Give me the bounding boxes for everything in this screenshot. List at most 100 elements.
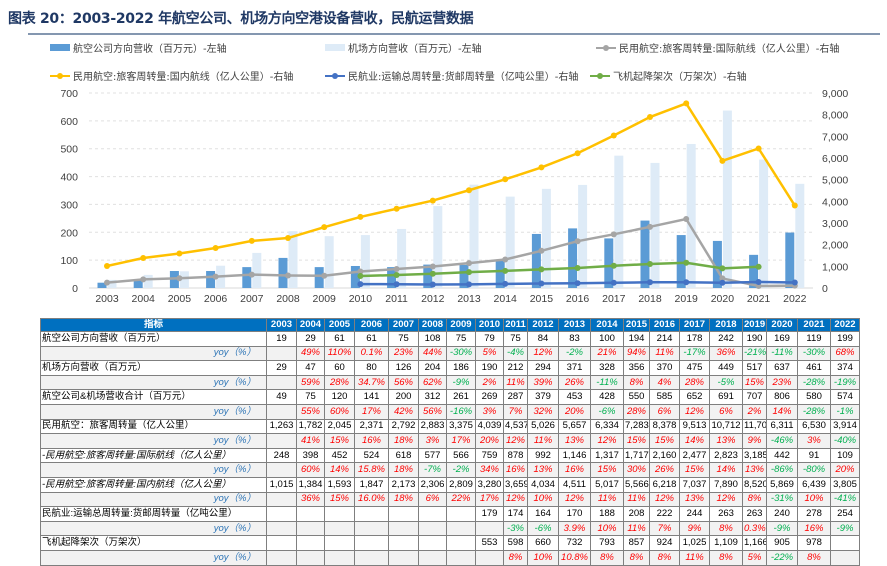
line-intl-passenger-point bbox=[647, 223, 653, 230]
table-cell: -3% bbox=[503, 520, 528, 537]
table-cell: -6% bbox=[527, 520, 559, 537]
x-axis-tick-label: 2006 bbox=[204, 293, 228, 305]
row-label: 航空公司方向营收（百万元） bbox=[40, 331, 267, 347]
table-cell bbox=[418, 520, 447, 537]
table-cell: 6,439 bbox=[797, 476, 831, 493]
row-label: yoy（%） bbox=[40, 520, 267, 537]
bar-airport-revenue bbox=[795, 183, 805, 288]
x-axis-tick-label: 2021 bbox=[747, 293, 771, 305]
table-cell: 3,914 bbox=[830, 418, 860, 435]
table-cell: 248 bbox=[266, 447, 297, 464]
bar-airport-revenue bbox=[179, 271, 189, 288]
table-cell: 585 bbox=[649, 389, 680, 405]
x-axis-tick-label: 2018 bbox=[638, 293, 662, 305]
line-domestic-passenger-point bbox=[502, 176, 509, 183]
table-cell: 263 bbox=[709, 506, 743, 522]
x-axis-tick-label: 2017 bbox=[602, 293, 626, 305]
line-domestic-passenger-point bbox=[791, 202, 798, 209]
line-cargo-point bbox=[647, 279, 653, 286]
table-cell bbox=[324, 549, 355, 566]
table-cell: 141 bbox=[354, 389, 389, 405]
table-cell: 8% bbox=[797, 549, 831, 566]
table-cell: 2,792 bbox=[388, 418, 419, 435]
table-cell: 60% bbox=[296, 462, 325, 478]
header-year: 2017 bbox=[679, 318, 710, 332]
table-cell: 16% bbox=[354, 433, 389, 449]
table-cell: 20% bbox=[475, 433, 504, 449]
legend-domestic-passenger: 民用航空:旅客周转量:国内航线（亿人公里）-右轴 bbox=[50, 68, 293, 83]
table-cell: 8% bbox=[742, 491, 767, 508]
table-cell: 14% bbox=[679, 433, 710, 449]
line-domestic-passenger-point bbox=[285, 235, 291, 242]
table-cell: 36% bbox=[296, 491, 325, 508]
table-cell: 4,537 bbox=[503, 418, 528, 435]
table-cell: 2% bbox=[475, 374, 504, 391]
table-cell: 6% bbox=[649, 403, 680, 420]
x-axis-tick-label: 2014 bbox=[494, 293, 518, 305]
line-domestic-passenger-point bbox=[610, 132, 617, 139]
table-cell: 691 bbox=[709, 389, 743, 405]
line-cargo-point bbox=[719, 279, 726, 286]
table-cell: 3% bbox=[418, 433, 447, 449]
table-cell bbox=[266, 549, 297, 566]
table-cell: -2% bbox=[446, 462, 476, 478]
left-axis-tick-label: 300 bbox=[60, 199, 78, 211]
bar-airline-revenue bbox=[242, 267, 252, 288]
table-cell: -19% bbox=[830, 374, 860, 391]
line-cargo-point bbox=[791, 279, 798, 286]
table-cell: 120 bbox=[324, 389, 355, 405]
table-cell: 12% bbox=[590, 433, 624, 449]
table-cell: 442 bbox=[766, 447, 798, 464]
table-cell: 56% bbox=[388, 374, 419, 391]
table-cell bbox=[266, 433, 297, 449]
line-flights-point bbox=[393, 272, 400, 279]
bar-airport-revenue bbox=[360, 235, 370, 288]
row-label: yoy（%） bbox=[40, 374, 267, 391]
table-cell: 660 bbox=[527, 535, 559, 551]
table-cell: 16% bbox=[558, 462, 591, 478]
table-cell: 15% bbox=[324, 491, 355, 508]
row-label: 航空公司&机场营收合计（百万元） bbox=[40, 389, 267, 405]
bar-airport-revenue bbox=[433, 206, 443, 288]
table-cell: 2,823 bbox=[709, 447, 743, 464]
table-cell: 577 bbox=[418, 447, 447, 464]
legend-label: 机场方向营收（百万元）-左轴 bbox=[348, 44, 482, 55]
bar-airport-revenue bbox=[759, 159, 769, 288]
table-cell: 2,809 bbox=[446, 476, 476, 493]
table-cell: 1,263 bbox=[266, 418, 297, 435]
bar-airport-revenue bbox=[614, 155, 624, 288]
table-cell: 3,280 bbox=[475, 476, 504, 493]
line-intl-passenger-point bbox=[393, 265, 400, 272]
row-label: yoy（%） bbox=[40, 345, 267, 362]
table-cell: 91 bbox=[797, 447, 831, 464]
table-cell: 652 bbox=[679, 389, 710, 405]
bar-airline-revenue bbox=[350, 265, 360, 288]
table-cell bbox=[324, 520, 355, 537]
table-cell: 164 bbox=[527, 506, 559, 522]
table-cell: -31% bbox=[766, 491, 798, 508]
legend-airline-revenue: 航空公司方向营收（百万元）-左轴 bbox=[50, 40, 227, 55]
header-year: 2022 bbox=[830, 318, 860, 332]
line-intl-passenger-point bbox=[719, 275, 726, 282]
table-cell: 56% bbox=[418, 403, 447, 420]
table-cell: 1,146 bbox=[558, 447, 591, 464]
table-cell: 4,511 bbox=[558, 476, 591, 493]
table-cell: 553 bbox=[475, 535, 504, 551]
line-domestic-passenger-point bbox=[357, 213, 364, 220]
table-row: -民用航空:旅客周转量:国内航线（亿人公里） 1,015 1,384 1,593 1,8… bbox=[40, 476, 860, 493]
table-cell: 39% bbox=[527, 374, 559, 391]
table-cell: 186 bbox=[446, 360, 476, 376]
table-cell: 62% bbox=[418, 374, 447, 391]
table-row: 民航业:运输总周转量:货邮周转量（亿吨公里） 179 174 164 170 188 208… bbox=[40, 506, 860, 522]
line-flights-point bbox=[647, 260, 653, 267]
table-cell: 0.3% bbox=[742, 520, 767, 537]
table-cell: 2,173 bbox=[388, 476, 419, 493]
table-cell: 5,026 bbox=[527, 418, 559, 435]
bar-airline-revenue bbox=[423, 264, 433, 288]
table-cell bbox=[266, 462, 297, 478]
table-cell: 75 bbox=[296, 389, 325, 405]
table-cell bbox=[475, 549, 504, 566]
table-cell: 10,712 bbox=[709, 418, 743, 435]
header-year: 2010 bbox=[475, 318, 504, 332]
table-cell: -9% bbox=[766, 520, 798, 537]
